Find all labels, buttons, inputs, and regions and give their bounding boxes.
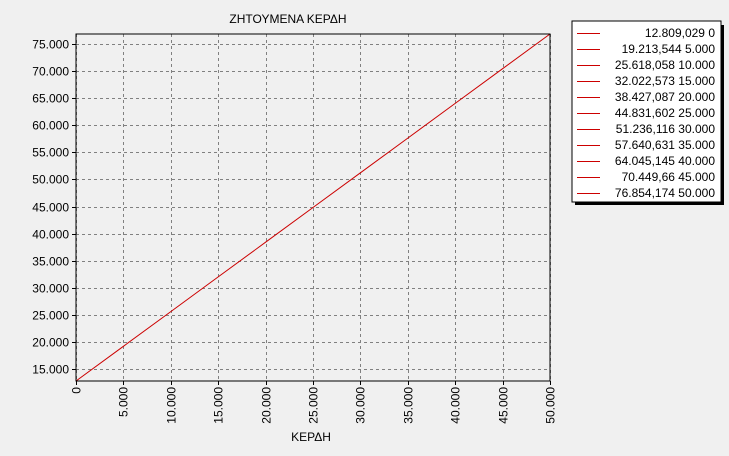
legend-label: 70.449,66 45.000 [622,170,716,184]
legend-label: 19.213,544 5.000 [622,42,716,56]
legend-label: 25.618,058 10.000 [615,58,715,72]
y-tick-label: 50.000 [32,173,69,187]
legend: 12.809,029 0 19.213,544 5.000 25.618,058 1… [571,20,724,205]
x-tick-label: 30.000 [354,387,368,424]
x-tick-label: 25.000 [307,387,321,424]
x-axis-label: ΚΕΡΔΗ [291,430,331,444]
y-tick-label: 65.000 [32,92,69,106]
y-tick-label: 25.000 [32,309,69,323]
y-tick-label: 30.000 [32,282,69,296]
y-tick-label: 60.000 [32,119,69,133]
plot-area [75,33,551,382]
legend-label: 44.831,602 25.000 [615,106,715,120]
x-axis: 0 5.000 10.000 15.000 20.000 25.000 30.000 35.0… [70,381,558,424]
legend-label: 76.854,174 50.000 [615,186,715,200]
x-tick-label: 35.000 [402,387,416,424]
legend-label: 32.022,573 15.000 [615,74,715,88]
y-axis: 75.000 70.000 65.000 60.000 55.000 50.000 45.0… [32,38,76,377]
x-tick-label: 50.000 [544,387,558,424]
x-tick-label: 20.000 [260,387,274,424]
y-tick-label: 70.000 [32,65,69,79]
legend-entries: 12.809,029 0 19.213,544 5.000 25.618,058 1… [577,26,715,200]
x-tick-label: 40.000 [449,387,463,424]
y-tick-label: 40.000 [32,228,69,242]
x-tick-label: 0 [70,387,84,394]
chart-title: ΖΗΤΟΥΜΕΝΑ ΚΕΡΔΗ [229,12,346,26]
series-layer [75,33,551,382]
y-tick-label: 75.000 [32,38,69,52]
y-tick-label: 55.000 [32,146,69,160]
legend-label: 38.427,087 20.000 [615,90,715,104]
y-tick-label: 45.000 [32,201,69,215]
legend-label: 12.809,029 0 [645,26,715,40]
x-tick-label: 15.000 [212,387,226,424]
y-tick-label: 15.000 [32,363,69,377]
x-tick-label: 5.000 [117,387,131,417]
y-tick-label: 35.000 [32,255,69,269]
y-tick-label: 20.000 [32,336,69,350]
legend-box [571,20,722,203]
legend-label: 57.640,631 35.000 [615,138,715,152]
legend-label: 51.236,116 30.000 [616,122,716,136]
series-line [75,33,551,382]
x-tick-label: 45.000 [497,387,511,424]
x-tick-label: 10.000 [165,387,179,424]
legend-label: 64.045,145 40.000 [615,154,715,168]
